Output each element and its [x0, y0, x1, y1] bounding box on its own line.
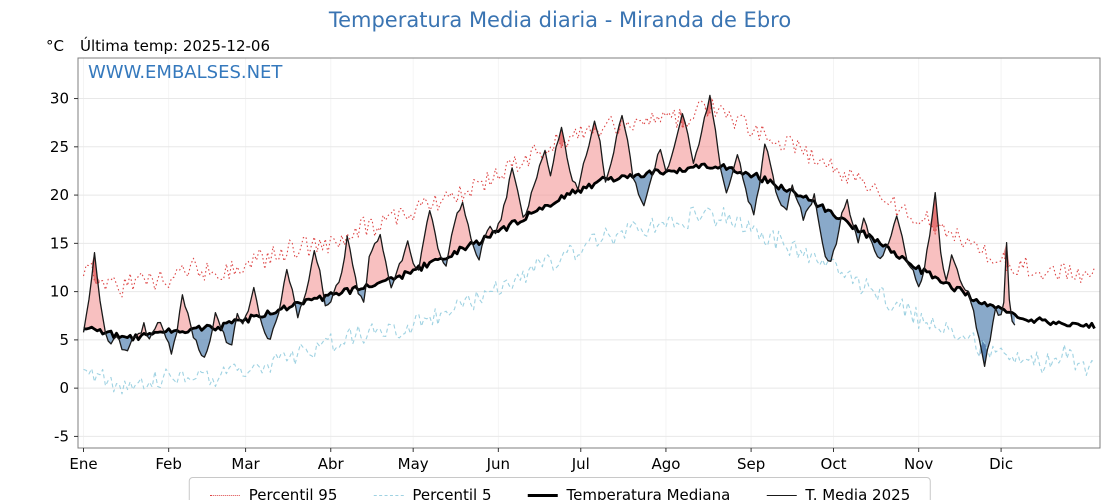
legend-label: Percentil 95	[248, 486, 338, 500]
legend-label: Temperatura Mediana	[566, 486, 731, 500]
chart-title: Temperatura Media diaria - Miranda de Eb…	[328, 8, 792, 32]
x-tick-label: Dic	[989, 455, 1013, 473]
legend-item: Temperatura Mediana	[527, 486, 730, 500]
legend-sample-thin-line	[766, 494, 797, 496]
fill-above-median	[83, 95, 1015, 341]
x-tick-label: Abr	[318, 455, 345, 473]
x-tick-label: Ene	[69, 455, 97, 473]
x-tick-label: Mar	[231, 455, 260, 473]
legend-item: T. Media 2025	[766, 486, 910, 500]
y-tick-label: 15	[50, 234, 69, 252]
x-tick-label: Ago	[651, 455, 680, 473]
legend-item: Percentil 5	[373, 486, 491, 500]
series-line-1	[83, 206, 1095, 395]
plot-border	[77, 57, 1101, 449]
x-tick-label: Jul	[571, 455, 590, 473]
series-line-0	[82, 99, 1096, 298]
y-tick-label: 5	[59, 331, 69, 349]
chart-legend: Percentil 95 Percentil 5 Temperatura Media…	[188, 477, 932, 500]
last-temp-label: Última temp: 2025-12-06	[80, 37, 271, 55]
legend-sample-thick-line	[527, 493, 558, 497]
y-tick-label: 10	[50, 283, 69, 301]
legend-label: Percentil 5	[412, 486, 492, 500]
y-tick-label: 20	[50, 186, 69, 204]
x-tick-label: Oct	[821, 455, 847, 473]
x-tick-label: Feb	[155, 455, 182, 473]
fill-below-p5	[83, 207, 1015, 394]
y-tick-label: -5	[54, 427, 69, 445]
legend-sample-dashed-line	[373, 494, 404, 496]
legend-sample-dotted-line	[209, 494, 240, 496]
x-tick-label: Nov	[904, 455, 933, 473]
y-tick-label: 0	[59, 379, 69, 397]
legend-label: T. Media 2025	[805, 486, 911, 500]
x-tick-label: Jun	[486, 455, 510, 473]
series-line-2	[83, 162, 1096, 342]
y-axis-unit-label: °C	[46, 37, 64, 55]
y-tick-label: 30	[50, 90, 69, 108]
y-tick-label: 25	[50, 138, 69, 156]
watermark: WWW.EMBALSES.NET	[88, 62, 283, 83]
series-line-3	[82, 94, 1016, 368]
x-tick-label: Sep	[737, 455, 765, 473]
legend-item: Percentil 95	[209, 486, 338, 500]
x-tick-label: May	[398, 455, 429, 473]
